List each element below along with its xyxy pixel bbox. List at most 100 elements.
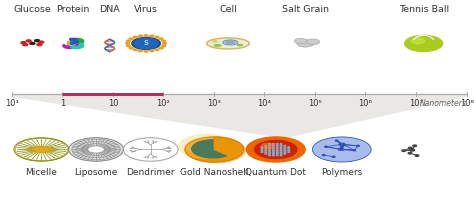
Text: S: S — [144, 40, 148, 46]
Circle shape — [155, 36, 159, 38]
Circle shape — [37, 44, 42, 46]
Circle shape — [123, 138, 178, 161]
Circle shape — [411, 38, 425, 44]
Circle shape — [273, 145, 274, 146]
Circle shape — [280, 148, 282, 149]
Text: 10⁸: 10⁸ — [460, 99, 474, 108]
Ellipse shape — [237, 44, 242, 46]
Circle shape — [227, 41, 234, 44]
Circle shape — [402, 150, 406, 152]
Circle shape — [144, 50, 148, 52]
Circle shape — [408, 153, 412, 154]
Circle shape — [126, 43, 129, 44]
Circle shape — [127, 40, 130, 42]
Circle shape — [265, 153, 266, 154]
Circle shape — [138, 35, 142, 37]
Circle shape — [294, 38, 307, 44]
Circle shape — [269, 155, 271, 156]
Ellipse shape — [214, 45, 221, 46]
Circle shape — [134, 38, 158, 49]
Ellipse shape — [187, 139, 246, 163]
Circle shape — [273, 152, 274, 153]
Circle shape — [127, 45, 130, 47]
Circle shape — [269, 150, 271, 151]
Circle shape — [261, 148, 263, 149]
Wedge shape — [214, 137, 244, 158]
Circle shape — [288, 148, 290, 149]
Circle shape — [284, 152, 286, 153]
Ellipse shape — [207, 38, 249, 49]
Circle shape — [265, 150, 266, 151]
Text: 10¹: 10¹ — [5, 99, 19, 108]
Circle shape — [273, 148, 274, 149]
Circle shape — [273, 153, 274, 154]
Text: Gold Nanoshell: Gold Nanoshell — [180, 168, 248, 177]
Circle shape — [343, 144, 346, 146]
Circle shape — [133, 49, 137, 51]
Text: Glucose: Glucose — [13, 5, 51, 14]
Circle shape — [179, 135, 235, 158]
Circle shape — [306, 39, 319, 45]
Circle shape — [357, 145, 359, 146]
Text: 10²: 10² — [156, 99, 170, 108]
Circle shape — [129, 38, 133, 40]
Circle shape — [163, 43, 166, 44]
Circle shape — [69, 138, 124, 161]
Circle shape — [280, 147, 282, 148]
Circle shape — [155, 49, 159, 51]
Circle shape — [265, 147, 266, 148]
Circle shape — [409, 147, 412, 149]
Polygon shape — [12, 94, 467, 138]
Circle shape — [132, 37, 160, 49]
Circle shape — [269, 153, 271, 154]
Circle shape — [27, 40, 31, 42]
Circle shape — [342, 143, 345, 145]
Ellipse shape — [31, 146, 52, 153]
Text: Nanometers: Nanometers — [420, 99, 467, 108]
Circle shape — [288, 150, 290, 151]
Ellipse shape — [212, 41, 217, 42]
Circle shape — [129, 47, 133, 49]
Ellipse shape — [35, 148, 47, 151]
Circle shape — [273, 150, 274, 151]
Circle shape — [336, 140, 338, 141]
Circle shape — [269, 145, 271, 146]
Ellipse shape — [223, 40, 238, 45]
Circle shape — [191, 140, 234, 158]
Circle shape — [280, 155, 282, 156]
Circle shape — [339, 148, 342, 150]
Circle shape — [265, 145, 266, 146]
Circle shape — [280, 145, 282, 146]
Circle shape — [284, 150, 286, 151]
Text: 10³: 10³ — [207, 99, 221, 108]
Text: Polymers: Polymers — [321, 168, 363, 177]
Text: 1: 1 — [60, 99, 65, 108]
Circle shape — [280, 153, 282, 154]
Circle shape — [415, 155, 419, 156]
Circle shape — [411, 149, 414, 151]
Circle shape — [273, 155, 274, 156]
Text: Cell: Cell — [219, 5, 237, 14]
Text: Quantum Dot: Quantum Dot — [245, 168, 306, 177]
Circle shape — [276, 145, 278, 146]
Circle shape — [133, 36, 137, 38]
Text: Protein: Protein — [56, 5, 90, 14]
Circle shape — [265, 152, 266, 153]
Text: Tennis Ball: Tennis Ball — [399, 5, 449, 14]
Text: Salt Grain: Salt Grain — [282, 5, 329, 14]
Circle shape — [284, 147, 286, 148]
Text: Dendrimer: Dendrimer — [127, 168, 175, 177]
Circle shape — [405, 35, 443, 52]
Circle shape — [159, 38, 163, 40]
Circle shape — [261, 152, 263, 153]
Circle shape — [39, 41, 44, 43]
Circle shape — [276, 150, 278, 151]
Text: 10⁷: 10⁷ — [409, 99, 423, 108]
Circle shape — [269, 148, 271, 149]
Circle shape — [162, 40, 165, 42]
Circle shape — [353, 150, 356, 151]
Circle shape — [339, 144, 342, 145]
Circle shape — [150, 50, 154, 52]
Text: 10: 10 — [108, 99, 118, 108]
Text: 10⁶: 10⁶ — [358, 99, 373, 108]
